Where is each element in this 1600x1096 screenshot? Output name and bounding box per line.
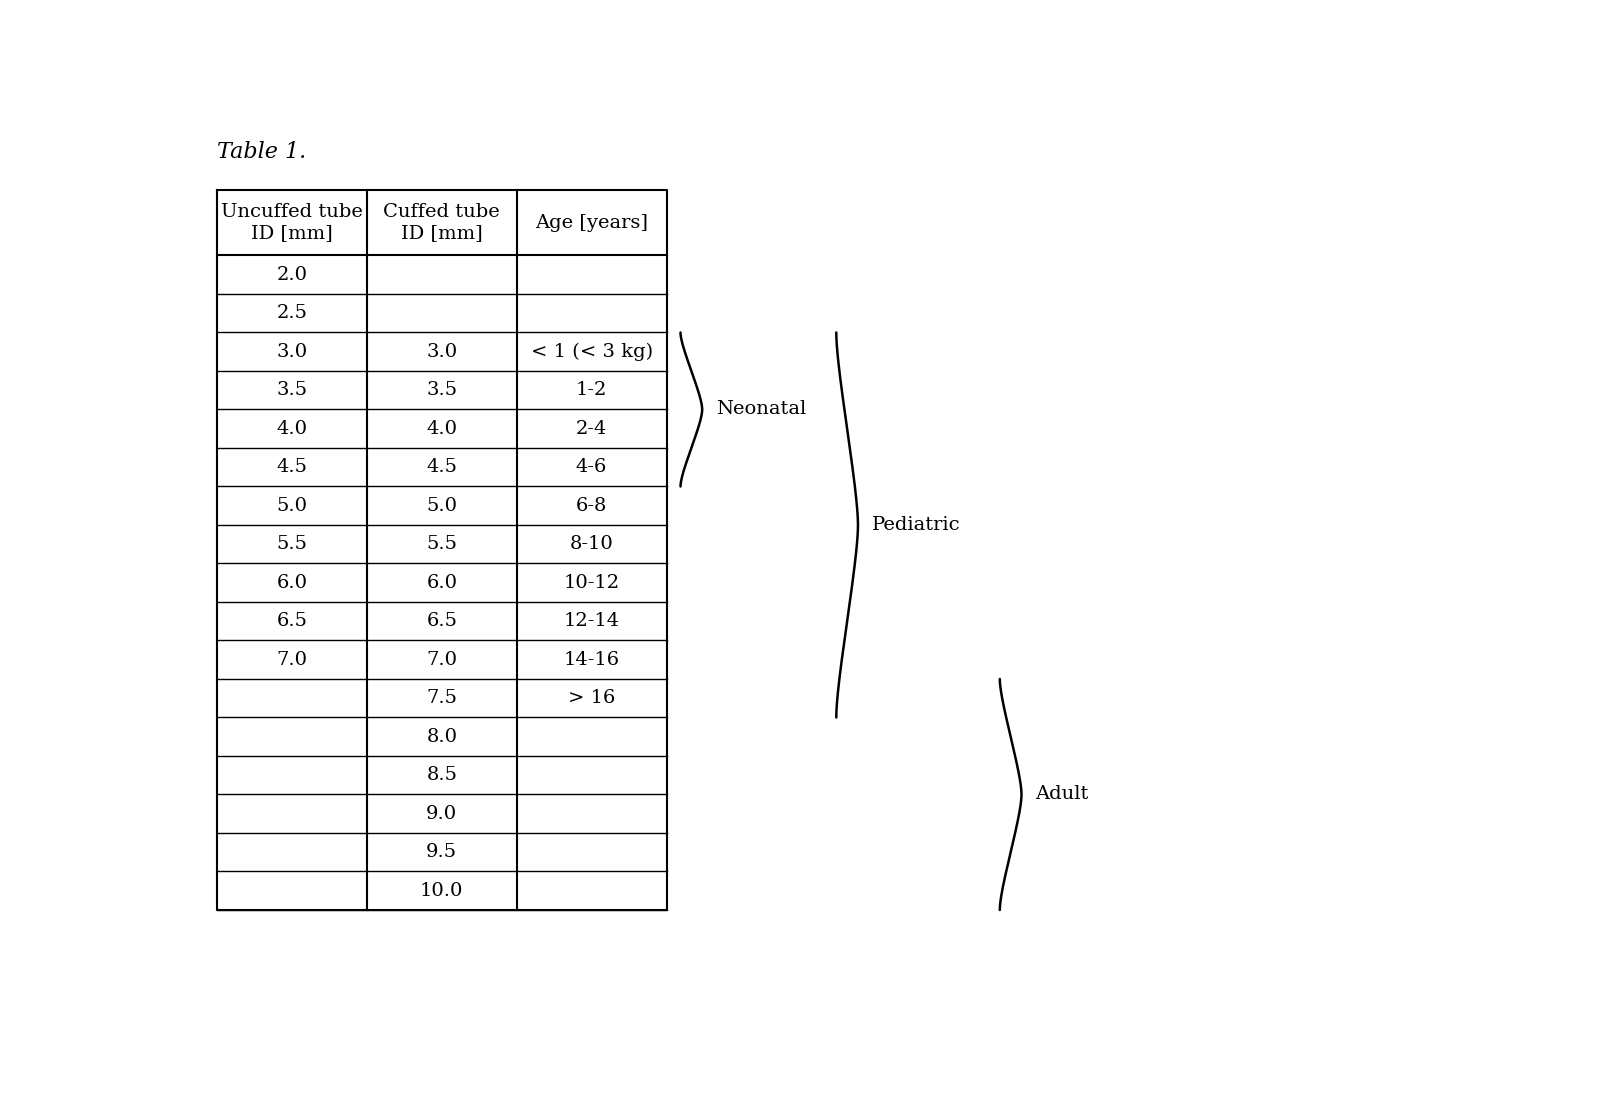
Text: 4.0: 4.0 xyxy=(426,420,458,437)
Text: Cuffed tube
ID [mm]: Cuffed tube ID [mm] xyxy=(384,204,501,242)
Text: Age [years]: Age [years] xyxy=(534,214,648,231)
Text: 12-14: 12-14 xyxy=(563,613,619,630)
Text: 7.5: 7.5 xyxy=(426,689,458,707)
Text: 1-2: 1-2 xyxy=(576,381,608,399)
Text: 9.0: 9.0 xyxy=(426,804,458,823)
Text: 3.5: 3.5 xyxy=(426,381,458,399)
Text: > 16: > 16 xyxy=(568,689,616,707)
Text: 6-8: 6-8 xyxy=(576,496,608,515)
Text: 3.0: 3.0 xyxy=(426,343,458,361)
Text: 10.0: 10.0 xyxy=(421,882,464,900)
Text: 5.5: 5.5 xyxy=(277,535,307,553)
Text: 6.0: 6.0 xyxy=(426,573,458,592)
Text: 5.0: 5.0 xyxy=(277,496,307,515)
Text: 4.5: 4.5 xyxy=(277,458,307,477)
Text: 6.5: 6.5 xyxy=(426,613,458,630)
Text: 5.5: 5.5 xyxy=(426,535,458,553)
Text: 4.0: 4.0 xyxy=(277,420,307,437)
Text: Pediatric: Pediatric xyxy=(872,516,960,534)
Text: 2.0: 2.0 xyxy=(277,265,307,284)
Text: 8-10: 8-10 xyxy=(570,535,613,553)
Text: 6.5: 6.5 xyxy=(277,613,307,630)
Text: Table 1.: Table 1. xyxy=(218,141,306,163)
Text: 2.5: 2.5 xyxy=(277,305,307,322)
Text: Adult: Adult xyxy=(1035,786,1090,803)
Text: 4.5: 4.5 xyxy=(426,458,458,477)
Text: 5.0: 5.0 xyxy=(426,496,458,515)
Text: 7.0: 7.0 xyxy=(277,651,307,669)
Text: Neonatal: Neonatal xyxy=(717,400,806,419)
Text: Uncuffed tube
ID [mm]: Uncuffed tube ID [mm] xyxy=(221,204,363,242)
Text: 6.0: 6.0 xyxy=(277,573,307,592)
Text: 3.5: 3.5 xyxy=(277,381,307,399)
Text: < 1 (< 3 kg): < 1 (< 3 kg) xyxy=(531,343,653,361)
Text: 14-16: 14-16 xyxy=(563,651,619,669)
Text: 7.0: 7.0 xyxy=(426,651,458,669)
Text: 2-4: 2-4 xyxy=(576,420,608,437)
Text: 9.5: 9.5 xyxy=(426,843,458,861)
Text: 8.0: 8.0 xyxy=(426,728,458,745)
Text: 4-6: 4-6 xyxy=(576,458,608,477)
Text: 10-12: 10-12 xyxy=(563,573,619,592)
Text: 3.0: 3.0 xyxy=(277,343,307,361)
Text: 8.5: 8.5 xyxy=(426,766,458,785)
